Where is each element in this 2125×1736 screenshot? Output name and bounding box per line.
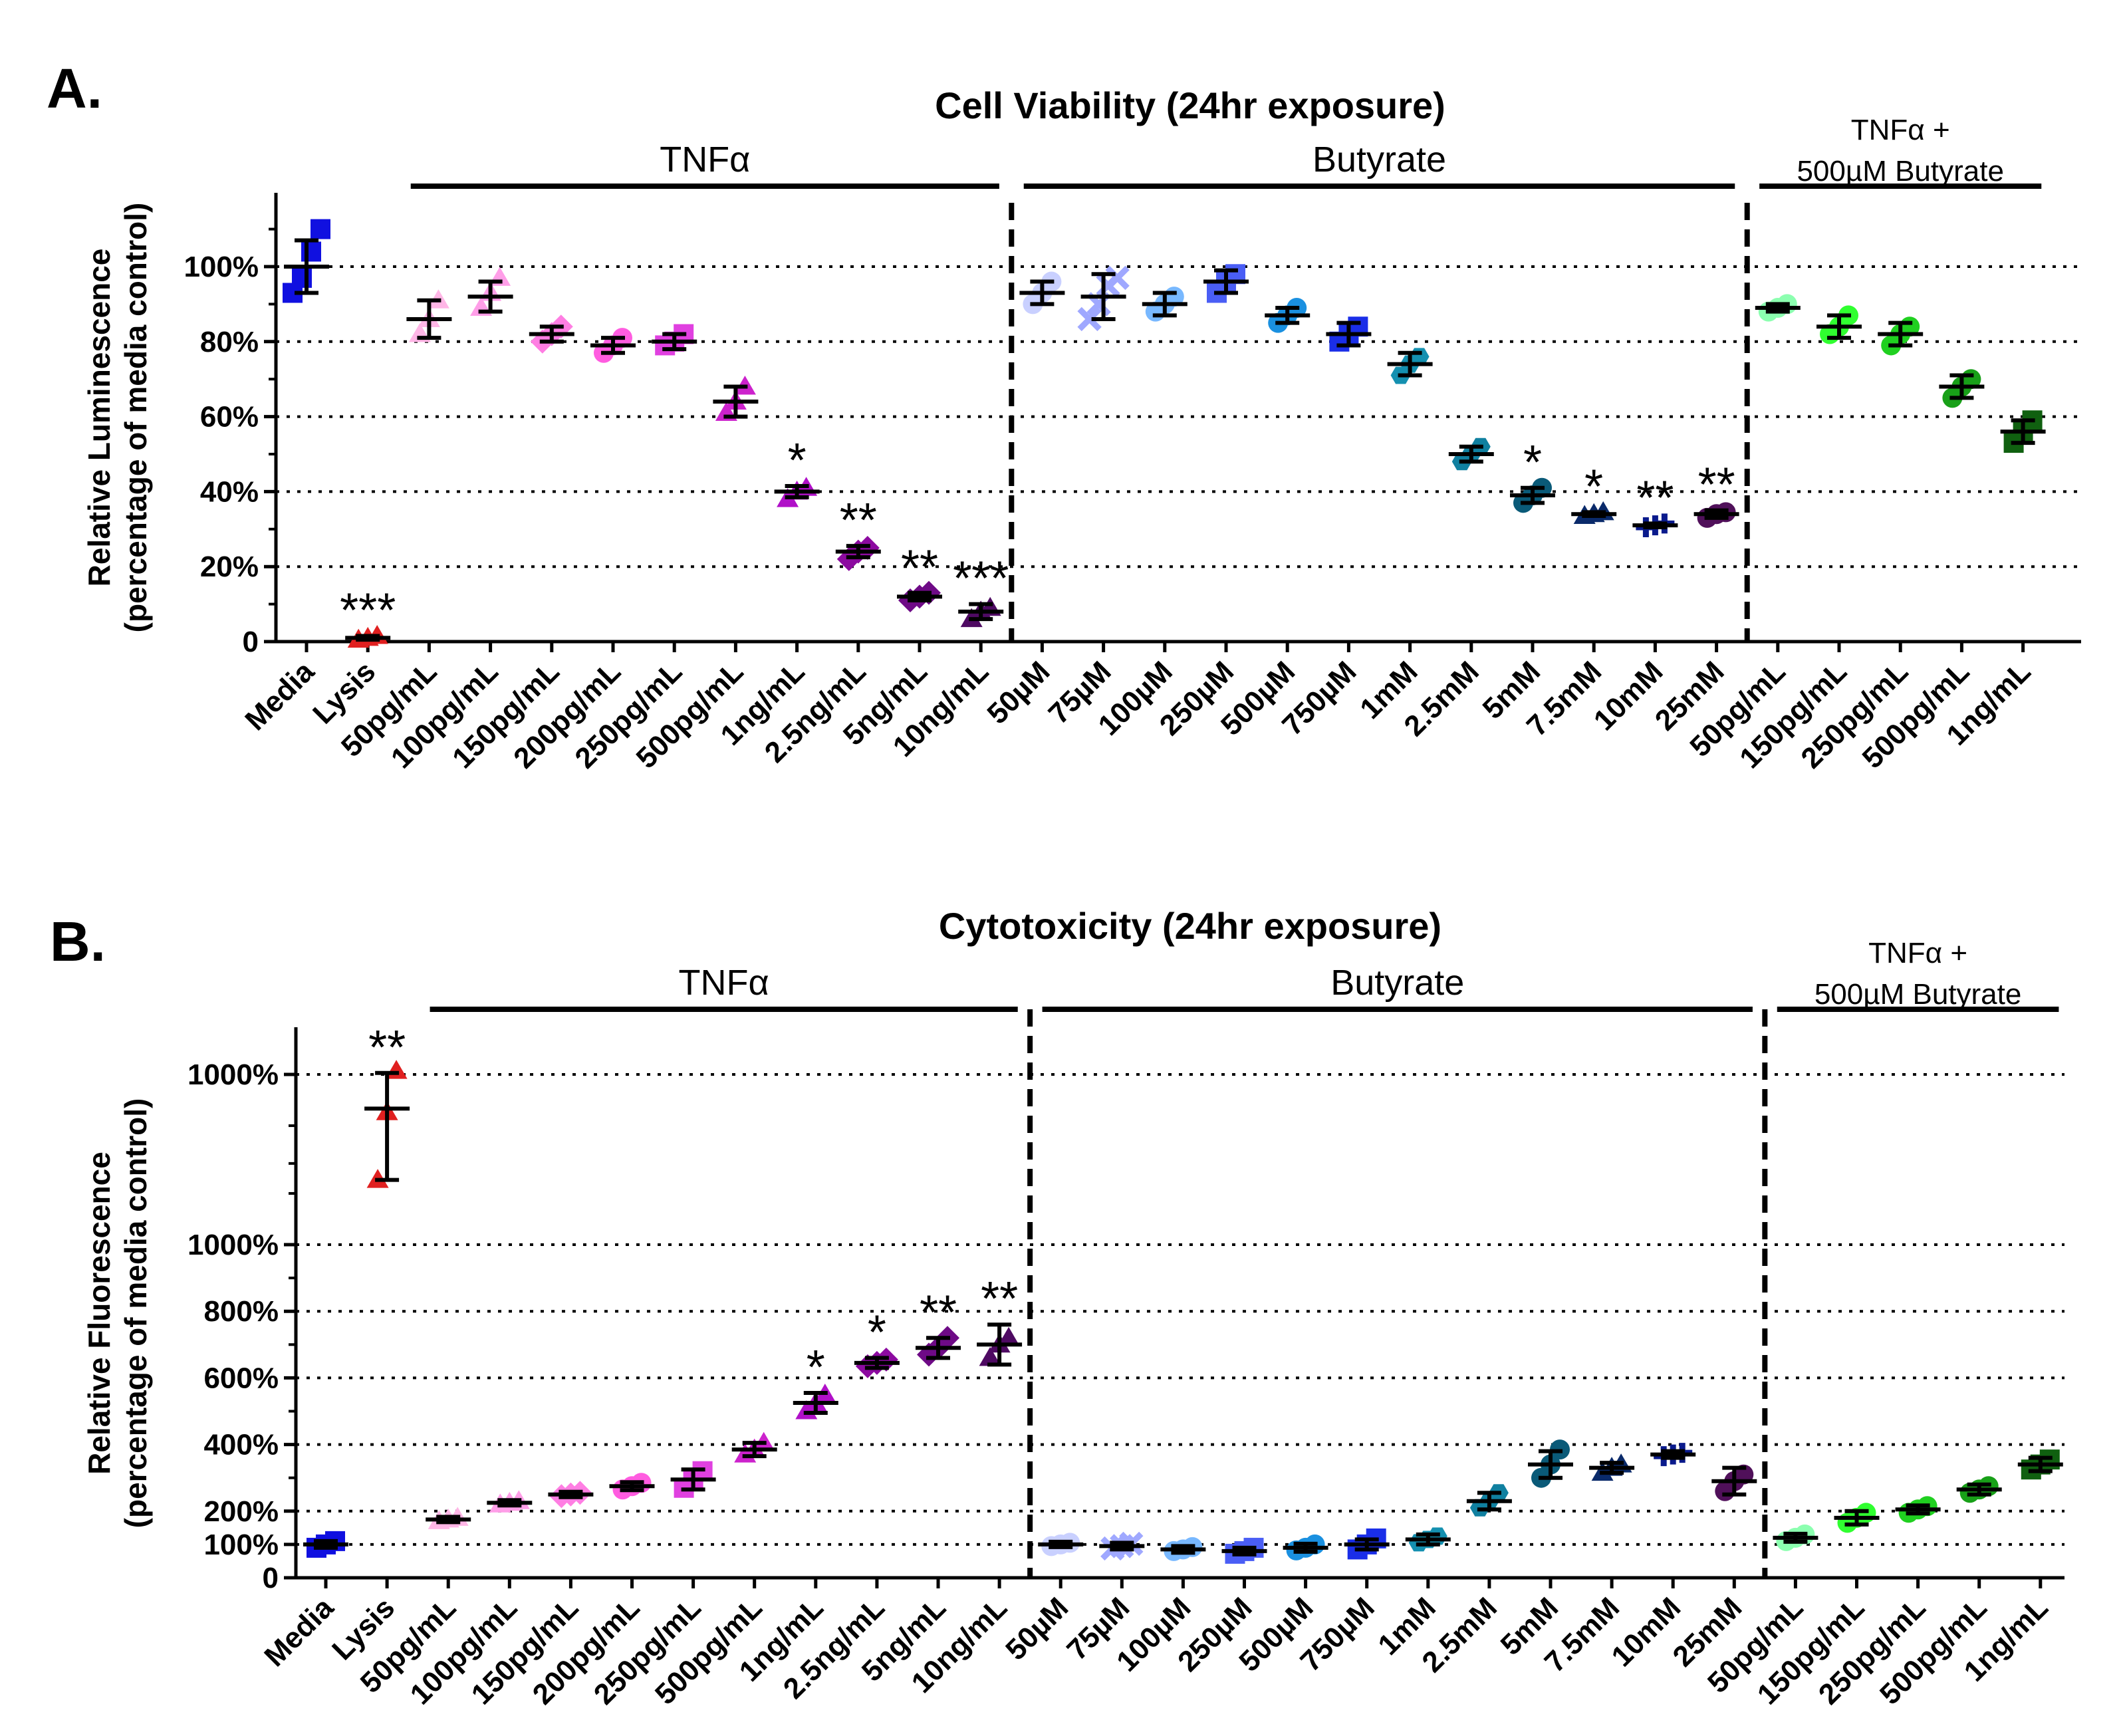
y-tick-label: 800% [203,1295,279,1328]
y-tick-label: 60% [200,401,259,434]
significance-stars: ** [368,1021,406,1074]
y-axis-label-line2: (percentage of media control) [118,203,153,633]
y-tick-label: 0 [263,1562,279,1594]
y-tick-label: 1000% [188,1229,279,1261]
significance-stars: * [807,1341,825,1394]
significance-stars: *** [340,584,396,638]
y-axis-label: Relative Luminescence [82,249,116,587]
significance-stars: ** [901,541,938,594]
y-tick-label: 100% [184,251,259,283]
significance-stars: ** [1636,471,1674,525]
group-label: Butyrate [1330,963,1464,1003]
group-label-line2: 500µM Butyrate [1814,978,2022,1011]
y-axis-label: Relative Fluorescence [82,1152,116,1475]
y-tick-label: 0 [243,626,259,658]
group-label: TNFα + [1868,937,1967,969]
significance-stars: * [868,1306,886,1359]
group-label: TNFα [679,963,769,1003]
x-tick-label: 10mM [1605,1591,1687,1673]
data-point [1105,265,1130,291]
x-tick-label: 50µM [981,655,1056,730]
panel-letter: A. [47,57,102,120]
y-axis-label-line2: (percentage of media control) [118,1098,153,1529]
chart-title: Cytotoxicity (24hr exposure) [939,905,1441,947]
significance-stars: ** [1698,459,1735,512]
panel-letter: B. [50,910,106,973]
x-tick-label: 50µM [999,1591,1074,1666]
data-point [997,1326,1020,1346]
x-tick-label: Media [239,655,320,737]
panel-a: A. Cell Viability (24hr exposure) TNFα Buty… [47,57,2081,775]
data-point [301,241,321,262]
y-tick-label: 40% [200,475,259,508]
y-tick-label: 400% [203,1429,279,1461]
y-tick-label: 80% [200,326,259,358]
significance-stars: *** [953,553,1009,606]
y-tick-label: 20% [200,551,259,583]
significance-stars: ** [920,1286,957,1339]
significance-stars: ** [840,494,877,547]
group-label-line2: 500µM Butyrate [1797,155,2004,187]
group-label: TNFα + [1851,114,1950,146]
x-tick-label: 10mM [1588,655,1670,737]
significance-stars: * [1584,460,1603,513]
significance-stars: * [788,434,807,487]
data-point [311,219,330,239]
group-label: Butyrate [1312,140,1446,180]
panel-b: B. Cytotoxicity (24hr exposure) TNFα Butyra… [50,905,2064,1711]
group-label: TNFα [660,140,750,180]
chart-title: Cell Viability (24hr exposure) [935,84,1445,126]
data-point [1077,307,1102,332]
y-tick-label: 200% [203,1495,279,1528]
y-tick-label: 100% [203,1529,279,1561]
x-tick-label: Media [258,1591,340,1673]
significance-stars: ** [981,1273,1018,1326]
significance-stars: * [1523,436,1542,489]
data-point [979,1346,1001,1366]
data-point [292,267,312,288]
y-tick-label: 600% [203,1362,279,1394]
y-tick-label: 1000% [188,1058,279,1091]
